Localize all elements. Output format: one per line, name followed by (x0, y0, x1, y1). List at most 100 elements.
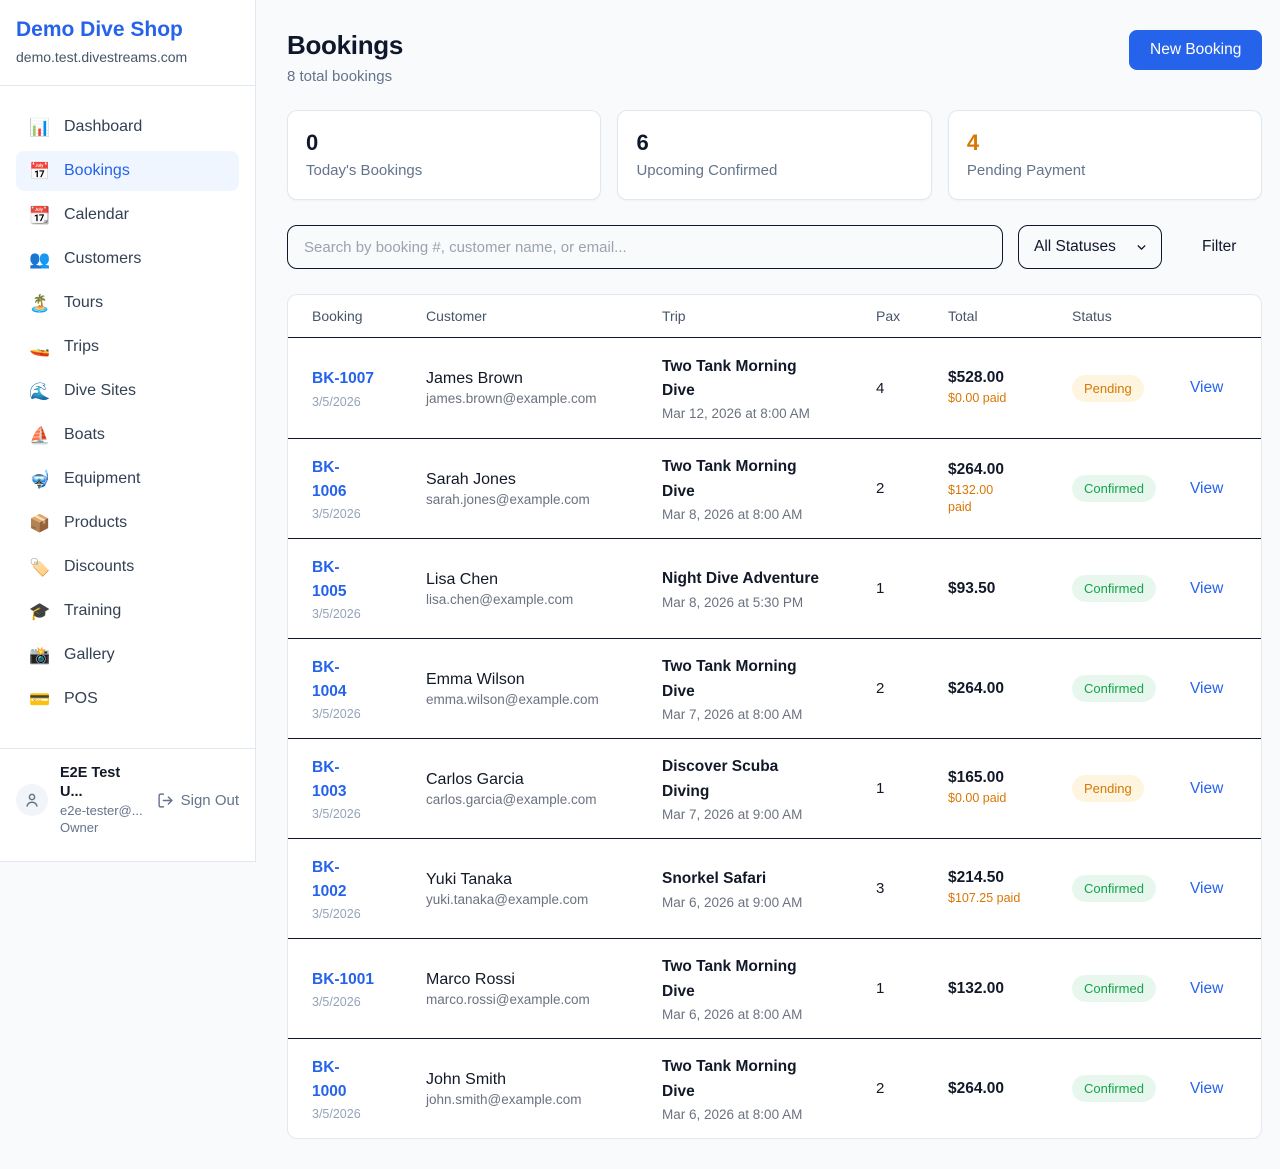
main-content: Bookings 8 total bookings New Booking 0 … (256, 0, 1280, 1169)
trip-name: Snorkel Safari (662, 870, 767, 888)
sign-out-label: Sign Out (180, 791, 239, 809)
sidebar-item-customers[interactable]: 👥 Customers (16, 239, 239, 279)
trip-name: Two Tank Morning Dive (662, 958, 797, 1000)
sidebar-item-tours[interactable]: 🏝️ Tours (16, 283, 239, 323)
sidebar-item-trips[interactable]: 🚤 Trips (16, 327, 239, 367)
trips-icon: 🚤 (29, 337, 51, 357)
sidebar-item-products[interactable]: 📦 Products (16, 503, 239, 543)
dive-sites-icon: 🌊 (29, 381, 51, 401)
chevron-down-icon (1137, 244, 1146, 250)
status-badge: Confirmed (1072, 975, 1156, 1002)
table-row: BK- 1004 3/5/2026 Emma Wilson emma.wilso… (288, 638, 1262, 738)
total-amount: $165.00 (948, 769, 1005, 787)
view-link[interactable]: View (1190, 879, 1224, 897)
view-link[interactable]: View (1190, 579, 1224, 597)
page-title: Bookings (287, 30, 404, 60)
booking-number-link[interactable]: BK- 1006 (312, 458, 347, 500)
status-badge: Confirmed (1072, 675, 1156, 702)
booking-number-link[interactable]: BK- 1005 (312, 558, 347, 600)
status-badge: Confirmed (1072, 475, 1156, 502)
pax-count: 1 (876, 980, 885, 997)
booking-number-link[interactable]: BK- 1003 (312, 758, 347, 800)
customer-email: carlos.garcia@example.com (426, 791, 597, 807)
booking-date: 3/5/2026 (312, 995, 361, 1009)
table-row: BK-1007 3/5/2026 James Brown james.brown… (288, 338, 1261, 438)
products-icon: 📦 (29, 513, 51, 533)
sidebar-item-dashboard[interactable]: 📊 Dashboard (16, 107, 239, 147)
stat-card: 6 Upcoming Confirmed (617, 110, 932, 200)
view-link[interactable]: View (1190, 379, 1224, 396)
column-header-status: Status (1072, 308, 1112, 324)
column-header-customer: Customer (426, 308, 487, 324)
sidebar-item-label: POS (64, 690, 98, 707)
stat-card: 0 Today's Bookings (287, 110, 602, 200)
booking-number-link[interactable]: BK- 1000 (312, 1058, 347, 1100)
sidebar-item-calendar[interactable]: 📆 Calendar (16, 195, 239, 235)
dashboard-icon: 📊 (29, 117, 51, 137)
table-header: Booking Customer Trip Pax Total Status (288, 295, 1262, 338)
page-header: Bookings 8 total bookings New Booking (287, 30, 1263, 85)
sidebar-item-bookings[interactable]: 📅 Bookings (16, 151, 239, 191)
customer-email: marco.rossi@example.com (426, 991, 590, 1007)
customer-email: emma.wilson@example.com (426, 691, 599, 707)
brand-domain: demo.test.divestreams.com (16, 49, 188, 65)
booking-number-link[interactable]: BK-1001 (312, 970, 375, 988)
customer-name: Sarah Jones (426, 470, 516, 488)
paid-amount: $107.25 paid (948, 891, 1021, 906)
sidebar-item-boats[interactable]: ⛵ Boats (16, 415, 239, 455)
sidebar-item-training[interactable]: 🎓 Training (16, 591, 239, 631)
total-amount: $214.50 (948, 869, 1005, 887)
column-header-pax: Pax (876, 308, 901, 324)
booking-number-link[interactable]: BK- 1004 (312, 658, 347, 700)
sidebar-item-label: Products (64, 514, 128, 531)
view-link[interactable]: View (1190, 979, 1224, 997)
trip-name: Discover Scuba Diving (662, 758, 779, 800)
total-amount: $264.00 (948, 1079, 1005, 1097)
view-link[interactable]: View (1190, 679, 1224, 697)
user-role: Owner (60, 820, 99, 836)
customer-name: Yuki Tanaka (426, 870, 512, 888)
new-booking-button[interactable]: New Booking (1129, 30, 1263, 70)
sidebar-item-label: Discounts (64, 558, 135, 575)
customer-name: Emma Wilson (426, 670, 525, 688)
sidebar-item-dive-sites[interactable]: 🌊 Dive Sites (16, 371, 239, 411)
brand-name: Demo Dive Shop (16, 18, 183, 41)
column-header-total: Total (948, 308, 978, 324)
booking-number-link[interactable]: BK- 1002 (312, 858, 347, 900)
table-row: BK- 1005 3/5/2026 Lisa Chen lisa.chen@ex… (288, 538, 1262, 638)
search-input[interactable] (287, 225, 1003, 269)
trip-datetime: Mar 12, 2026 at 8:00 AM (662, 406, 810, 422)
total-amount: $264.00 (948, 679, 1005, 697)
sidebar-item-label: Trips (64, 338, 99, 355)
column-header-trip: Trip (662, 308, 686, 324)
trip-name: Two Tank Morning Dive (662, 658, 797, 700)
status-badge: Pending (1072, 374, 1144, 402)
customer-email: james.brown@example.com (426, 391, 597, 406)
user-info: E2E Test U... e2e-tester@... Owner (60, 764, 145, 837)
view-link[interactable]: View (1190, 479, 1224, 497)
stat-label: Pending Payment (966, 162, 1086, 179)
filter-button[interactable]: Filter (1196, 237, 1242, 257)
sidebar-item-equipment[interactable]: 🤿 Equipment (16, 459, 239, 499)
trip-datetime: Mar 6, 2026 at 8:00 AM (662, 1006, 803, 1022)
page-title-block: Bookings 8 total bookings (287, 30, 403, 85)
status-badge: Confirmed (1072, 875, 1156, 902)
pax-count: 2 (876, 680, 885, 697)
view-link[interactable]: View (1190, 779, 1224, 797)
sidebar-item-gallery[interactable]: 📸 Gallery (16, 635, 239, 675)
customer-email: sarah.jones@example.com (426, 491, 590, 507)
total-amount: $528.00 (948, 368, 1005, 386)
status-filter-select[interactable]: All Statuses (1018, 225, 1162, 269)
view-link[interactable]: View (1190, 1079, 1224, 1097)
calendar-icon: 📆 (29, 205, 51, 225)
pos-icon: 💳 (29, 689, 51, 709)
table-row: BK- 1003 3/5/2026 Carlos Garcia carlos.g… (288, 738, 1262, 838)
booking-date: 3/5/2026 (312, 1107, 361, 1122)
customer-name: James Brown (426, 370, 523, 387)
sign-out-button[interactable]: Sign Out (157, 792, 239, 809)
booking-number-link[interactable]: BK-1007 (312, 370, 375, 388)
sidebar-item-pos[interactable]: 💳 POS (16, 679, 239, 719)
sidebar-item-discounts[interactable]: 🏷️ Discounts (16, 547, 239, 587)
gallery-icon: 📸 (29, 645, 51, 665)
